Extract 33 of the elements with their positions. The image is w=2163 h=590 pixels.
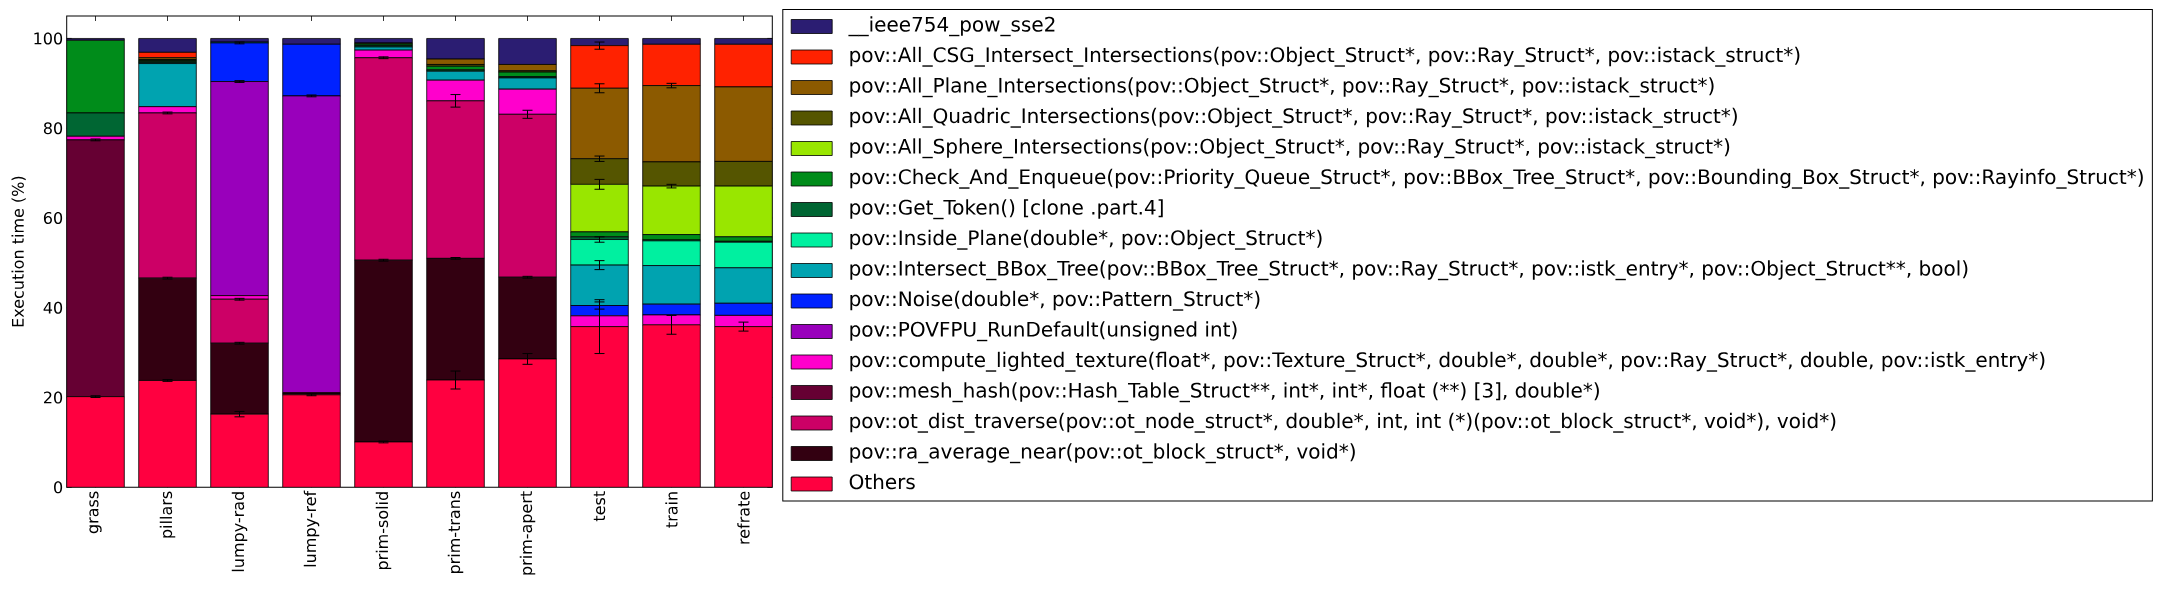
x-tick-label: lumpy-rad — [231, 492, 248, 572]
y-tick-label: 100 — [34, 32, 63, 45]
legend-label: pov::ot_dist_traverse(pov::ot_node_struct*, double*, int, int (*)(pov::ot_block_struct*, void*), void*) — [850, 412, 1836, 433]
x-tick-label: pillars — [159, 491, 176, 538]
legend-label: pov::All_Sphere_Intersections(pov::Object_Struct*, pov::Ray_Struct*, pov::istack_struct*) — [850, 138, 1730, 159]
legend-label: pov::POVFPU_RunDefault(unsigned int) — [850, 321, 1237, 342]
legend-label: pov::Get_Token() [clone .part.4] — [850, 199, 1163, 220]
legend-label: pov::All_Plane_Intersections(pov::Object_Struct*, pov::Ray_Struct*, pov::istack_struct*) — [850, 77, 1714, 98]
x-tick-label: prim-trans — [447, 491, 464, 574]
x-tick-label: test — [593, 491, 606, 522]
legend-label: pov::Inside_Plane(double*, pov::Object_Struct*) — [850, 229, 1322, 250]
y-axis-title: Execution time (%) — [11, 176, 26, 327]
legend-label: pov::compute_lighted_texture(float*, pov::Texture_Struct*, double*, double*, pov::Ray_Struct*, double, pov::istk_entry*) — [850, 351, 2045, 372]
y-tick-label: 40 — [43, 301, 63, 314]
legend-label: pov::All_CSG_Intersect_Intersections(pov::Object_Struct*, pov::Ray_Struct*, pov::istack_struct*) — [850, 46, 1800, 67]
legend-label: pov::mesh_hash(pov::Hash_Table_Struct**, int*, int*, float (**) [3], double*) — [850, 382, 1599, 403]
x-tick-label: refrate — [737, 491, 750, 544]
y-tick-label: 20 — [43, 391, 63, 404]
x-tick-label: prim-solid — [375, 492, 392, 570]
y-tick-label: 60 — [43, 211, 63, 225]
x-tick-label: train — [665, 492, 678, 528]
legend-label: __ieee754_pow_sse2 — [848, 16, 1055, 37]
legend-label: pov::ra_average_near(pov::ot_block_struct*, void*) — [850, 443, 1355, 464]
x-tick-label: lumpy-ref — [303, 490, 320, 567]
x-tick-label: prim-apert — [519, 491, 536, 575]
legend-label: pov::All_Quadric_Intersections(pov::Object_Struct*, pov::Ray_Struct*, pov::istack_struct*) — [850, 107, 1737, 128]
legend-label: pov::Check_And_Enqueue(pov::Priority_Queue_Struct*, pov::BBox_Tree_Struct*, pov::Bounding_Box_Struct*, pov::Rayinfo_Struct*) — [850, 168, 2143, 189]
legend-label: Others — [849, 473, 915, 490]
y-tick-label: 0 — [54, 481, 63, 494]
legend-label: pov::Noise(double*, pov::Pattern_Struct*) — [850, 290, 1260, 311]
y-tick-label: 80 — [43, 122, 63, 135]
legend-label: pov::Intersect_BBox_Tree(pov::BBox_Tree_Struct*, pov::Ray_Struct*, pov::istk_entry*, pov::Object_Struct**, bool) — [850, 260, 1968, 281]
x-tick-label: grass — [89, 491, 102, 534]
